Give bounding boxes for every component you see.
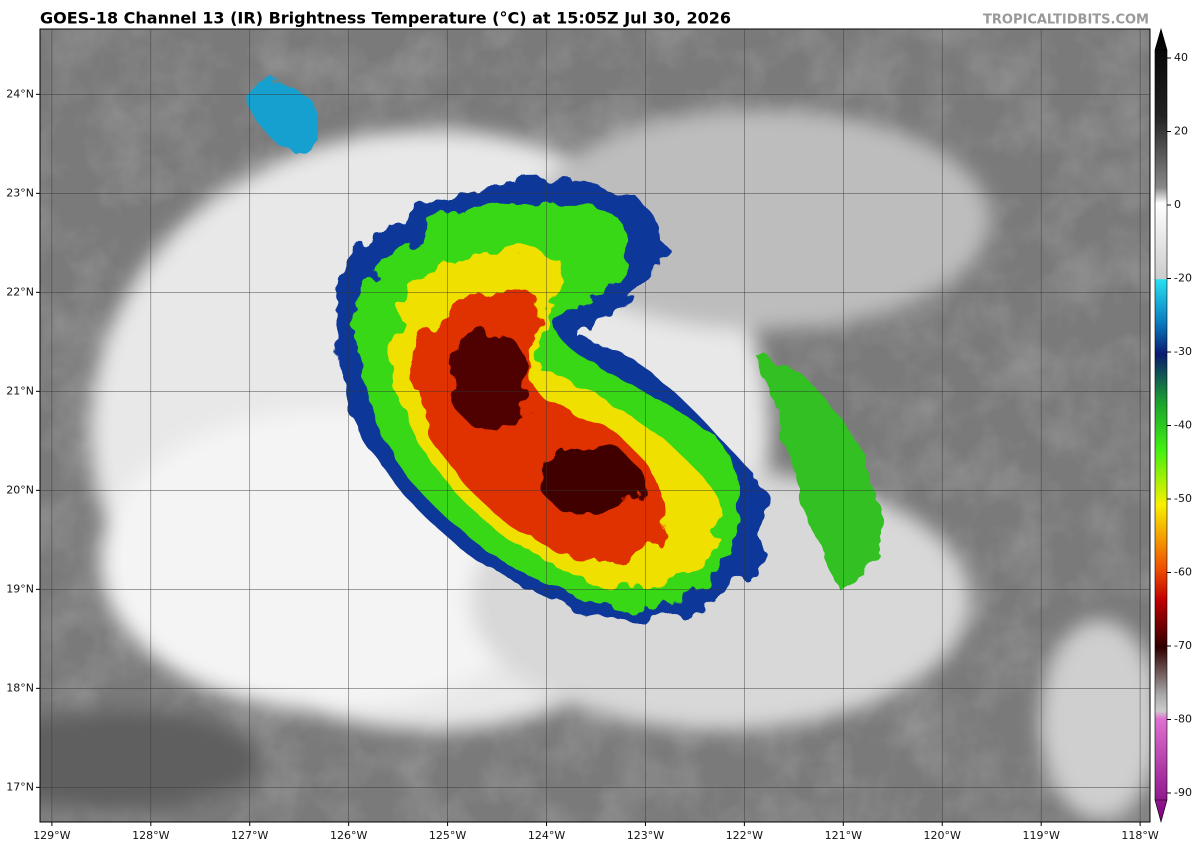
x-tick-label: 125°W [429,829,466,842]
colorbar-tick-label: -50 [1174,492,1192,505]
colorbar-tick-label: -70 [1174,639,1192,652]
map-frame [39,28,1151,823]
colorbar-tick-label: -40 [1174,419,1192,432]
credit: TROPICALTIDBITS.COM [983,13,1149,28]
y-tick-label: 17°N [6,780,34,793]
y-tick-label: 20°N [6,483,34,496]
colorbar-tick-label: 0 [1174,198,1181,211]
x-tick-label: 123°W [627,829,664,842]
x-tick-label: 128°W [132,829,169,842]
colorbar-tick-label: -80 [1174,713,1192,726]
colorbar-tick-label: 40 [1174,51,1188,64]
colorbar-tick-label: -20 [1174,272,1192,285]
x-tick-label: 124°W [528,829,565,842]
y-tick-label: 19°N [6,582,34,595]
y-tick-label: 24°N [6,87,34,100]
map-title: GOES-18 Channel 13 (IR) Brightness Tempe… [40,9,731,28]
x-tick-label: 127°W [231,829,268,842]
y-tick-label: 22°N [6,285,34,298]
x-tick-label: 129°W [33,829,70,842]
colorbar [1154,27,1168,824]
colorbar-tick-label: -90 [1174,786,1192,799]
x-tick-label: 122°W [726,829,763,842]
x-tick-label: 120°W [924,829,961,842]
y-tick-label: 21°N [6,384,34,397]
y-tick-label: 23°N [6,186,34,199]
colorbar-tick-label: 20 [1174,125,1188,138]
x-tick-label: 121°W [825,829,862,842]
colorbar-tick-label: -60 [1174,566,1192,579]
colorbar-tick-label: -30 [1174,345,1192,358]
y-tick-label: 18°N [6,681,34,694]
satellite-image [40,29,1150,822]
x-tick-label: 119°W [1022,829,1059,842]
x-tick-label: 126°W [330,829,367,842]
x-tick-label: 118°W [1121,829,1158,842]
